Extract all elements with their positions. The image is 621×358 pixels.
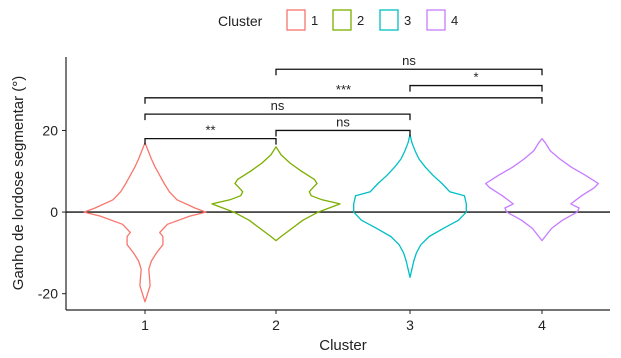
y-tick-label: -20	[38, 286, 58, 302]
x-tick-label: 1	[141, 317, 149, 333]
comparison-bracket: *	[409, 70, 543, 92]
legend-title: Cluster	[218, 13, 263, 29]
violin-cluster-4	[485, 137, 599, 242]
significance-label: **	[205, 123, 215, 138]
x-tick-label: 3	[406, 317, 414, 333]
legend-item-2: 2	[332, 9, 364, 31]
significance-label: ns	[336, 114, 350, 129]
legend: Cluster 1 2 3 4	[218, 9, 458, 31]
legend-key	[332, 9, 352, 31]
violin-cluster-3	[353, 133, 467, 279]
violin-cluster-2	[211, 146, 341, 242]
legend-item-3: 3	[379, 9, 411, 31]
bracket-line	[144, 113, 411, 121]
legend-label: 3	[404, 13, 411, 28]
x-tick-label: 4	[538, 317, 546, 333]
significance-label: ns	[402, 53, 416, 68]
bracket-line	[275, 68, 543, 76]
significance-label: *	[473, 70, 478, 85]
legend-key	[379, 9, 399, 31]
comparison-bracket: ns	[275, 53, 543, 76]
x-axis-title: Cluster	[319, 337, 367, 353]
comparison-bracket: ns	[275, 114, 411, 137]
legend-item-4: 4	[426, 9, 458, 31]
violin-cluster-1	[83, 142, 207, 303]
comparison-bracket: **	[144, 123, 277, 145]
significance-label: ns	[271, 98, 285, 113]
legend-label: 1	[311, 13, 318, 28]
bracket-line	[409, 84, 543, 92]
x-tick-label: 2	[272, 317, 280, 333]
bracket-line	[144, 137, 277, 145]
legend-key	[286, 9, 306, 31]
axes: -20 0 20 1 2 3 4	[38, 57, 610, 333]
comparison-bracket: ***	[144, 82, 543, 104]
legend-label: 2	[357, 13, 364, 28]
y-tick-label: 0	[50, 204, 58, 220]
y-tick-label: 20	[42, 122, 58, 138]
legend-label: 4	[451, 13, 458, 28]
legend-key	[426, 9, 446, 31]
bracket-line	[275, 129, 411, 137]
comparison-bracket: ns	[144, 98, 411, 121]
y-axis-title: Ganho de lordose segmentar (°)	[10, 76, 27, 290]
legend-item-1: 1	[286, 9, 318, 31]
legend-items: 1 2 3 4	[286, 9, 458, 31]
significance-label: ***	[336, 82, 351, 97]
violins	[83, 133, 599, 303]
bracket-line	[144, 97, 543, 104]
